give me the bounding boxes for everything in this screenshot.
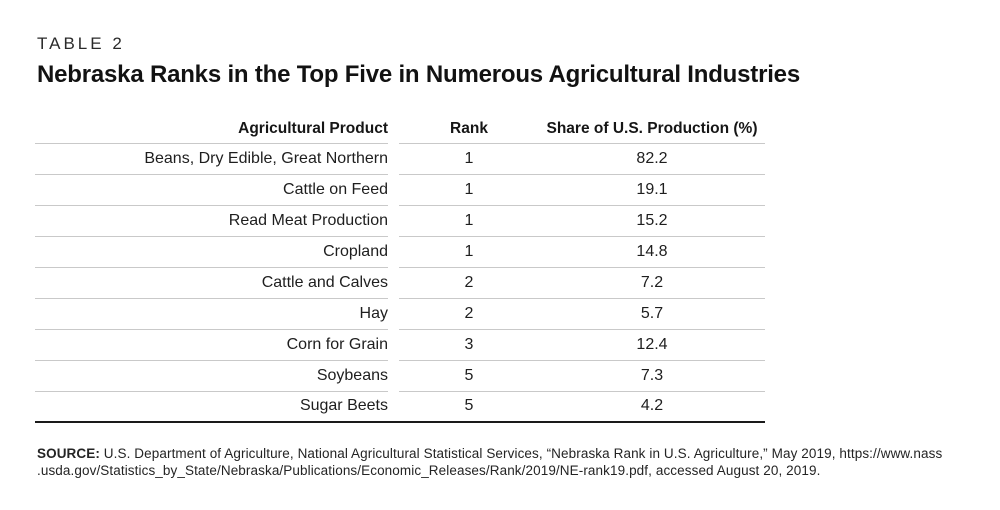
product-cell: Corn for Grain: [35, 329, 388, 361]
product-cell: Soybeans: [35, 360, 388, 392]
header-share: Share of U.S. Production (%): [539, 116, 765, 144]
table-number-label: TABLE 2: [37, 34, 125, 53]
source-text-line2: .usda.gov/Statistics_by_State/Nebraska/P…: [37, 463, 821, 478]
product-cell: Cattle on Feed: [35, 174, 388, 206]
column-gap: [388, 143, 399, 174]
header-agricultural-product: Agricultural Product: [35, 116, 388, 144]
header-row: Agricultural Product Rank Share of U.S. …: [35, 116, 765, 144]
rank-cell: 2: [399, 298, 539, 330]
table-row: Hay 2 5.7: [35, 298, 765, 330]
rank-table: Agricultural Product Rank Share of U.S. …: [35, 116, 765, 423]
product-cell: Read Meat Production: [35, 205, 388, 237]
rank-cell: 5: [464, 397, 474, 415]
table-row: Soybeans 5 7.3: [35, 360, 765, 392]
share-cell: 14.8: [539, 236, 765, 268]
share-cell: 19.1: [539, 174, 765, 206]
share-cell: 82.2: [539, 143, 765, 175]
product-cell: Beans, Dry Edible, Great Northern: [35, 143, 388, 175]
table-row: Cattle and Calves 2 7.2: [35, 267, 765, 299]
column-gap: [388, 329, 399, 360]
product-cell: Hay: [35, 298, 388, 330]
column-gap: [388, 360, 399, 391]
column-gap: [388, 174, 399, 205]
share-cell: 4.2: [640, 397, 664, 415]
source-text-line1: U.S. Department of Agriculture, National…: [99, 446, 943, 461]
source-note: SOURCE: U.S. Department of Agriculture, …: [37, 445, 963, 479]
share-cell: 5.7: [539, 298, 765, 330]
column-gap: [388, 116, 399, 143]
product-cell: Cattle and Calves: [35, 267, 388, 299]
rank-cell: 1: [399, 205, 539, 237]
share-cell: 7.3: [539, 360, 765, 392]
share-cell: 12.4: [539, 329, 765, 361]
table-row: Cropland 1 14.8: [35, 236, 765, 268]
column-gap: [388, 298, 399, 329]
table-row: Cattle on Feed 1 19.1: [35, 174, 765, 206]
header-rank: Rank: [399, 116, 539, 144]
table-row: Read Meat Production 1 15.2: [35, 205, 765, 237]
table-row: Beans, Dry Edible, Great Northern 1 82.2: [35, 143, 765, 175]
column-gap: [388, 205, 399, 236]
product-cell: Sugar Beets: [299, 397, 388, 415]
column-gap: [388, 236, 399, 267]
share-cell: 7.2: [539, 267, 765, 299]
rank-cell: 5: [399, 360, 539, 392]
table-body: Beans, Dry Edible, Great Northern 1 82.2 Ca…: [35, 143, 765, 422]
product-cell: Cropland: [35, 236, 388, 268]
column-gap: [388, 267, 399, 298]
table-figure: TABLE 2 Nebraska Ranks in the Top Five i…: [35, 34, 963, 479]
rank-cell: 1: [399, 174, 539, 206]
share-cell: 15.2: [539, 205, 765, 237]
column-gap: [388, 391, 399, 422]
table-row: Corn for Grain 3 12.4: [35, 329, 765, 361]
rank-cell: 3: [399, 329, 539, 361]
table-title: Nebraska Ranks in the Top Five in Numero…: [37, 61, 800, 88]
source-label: SOURCE:: [37, 446, 100, 461]
rank-cell: 1: [399, 236, 539, 268]
rank-cell: 1: [399, 143, 539, 175]
rank-cell: 2: [399, 267, 539, 299]
table-header: Agricultural Product Rank Share of U.S. …: [35, 116, 765, 144]
table-row: Sugar Beets 5 4.2: [35, 391, 765, 422]
